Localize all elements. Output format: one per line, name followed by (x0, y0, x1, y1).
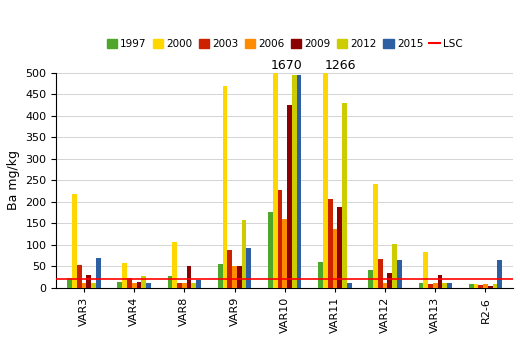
Bar (423, 252, 428, 288)
Bar (318, 262, 323, 288)
Y-axis label: Ba mg/kg: Ba mg/kg (7, 150, 20, 210)
Bar (141, 276, 146, 288)
Bar (187, 266, 191, 288)
Bar (67, 278, 72, 288)
Bar (428, 284, 433, 288)
Bar (122, 263, 127, 288)
Bar (268, 212, 273, 288)
Bar (492, 284, 497, 288)
Bar (137, 283, 141, 288)
Bar (347, 283, 352, 288)
Bar (218, 264, 223, 288)
Bar (118, 282, 122, 288)
Bar (483, 284, 488, 288)
Bar (447, 283, 452, 288)
Bar (383, 283, 387, 288)
Bar (292, 75, 296, 288)
Bar (242, 220, 246, 288)
Text: 1670: 1670 (270, 59, 303, 72)
Bar (82, 283, 86, 288)
Bar (332, 229, 337, 288)
Bar (86, 275, 91, 288)
Bar (296, 75, 302, 288)
Bar (419, 283, 423, 288)
Bar (72, 194, 77, 288)
Bar (342, 103, 347, 288)
Bar (232, 266, 237, 288)
Bar (373, 185, 378, 288)
Bar (469, 284, 474, 288)
Bar (387, 273, 392, 288)
Bar (433, 283, 438, 288)
Bar (246, 248, 251, 288)
Bar (196, 280, 201, 288)
Bar (438, 275, 443, 288)
Bar (182, 283, 187, 288)
Bar (368, 270, 373, 288)
Bar (478, 285, 483, 288)
Bar (323, 73, 328, 288)
Bar (177, 283, 182, 288)
Bar (278, 190, 282, 288)
Bar (337, 207, 342, 288)
Bar (96, 258, 101, 288)
Bar (488, 286, 492, 288)
Bar (282, 219, 287, 288)
Bar (392, 244, 397, 288)
Bar (191, 283, 196, 288)
Bar (167, 276, 173, 288)
Bar (273, 73, 278, 288)
Bar (443, 283, 447, 288)
Bar (173, 242, 177, 288)
Bar (397, 260, 402, 288)
Bar (497, 260, 502, 288)
Bar (227, 250, 232, 288)
Bar (378, 259, 383, 288)
Bar (287, 105, 292, 288)
Legend: 1997, 2000, 2003, 2006, 2009, 2012, 2015, LSC: 1997, 2000, 2003, 2006, 2009, 2012, 2015… (107, 39, 463, 49)
Text: 1266: 1266 (325, 59, 356, 72)
Bar (77, 265, 82, 288)
Bar (237, 266, 242, 288)
Bar (146, 283, 151, 288)
Bar (91, 283, 96, 288)
Bar (132, 283, 137, 288)
Bar (474, 284, 478, 288)
Bar (328, 199, 332, 288)
Bar (127, 278, 132, 288)
Bar (223, 86, 227, 288)
